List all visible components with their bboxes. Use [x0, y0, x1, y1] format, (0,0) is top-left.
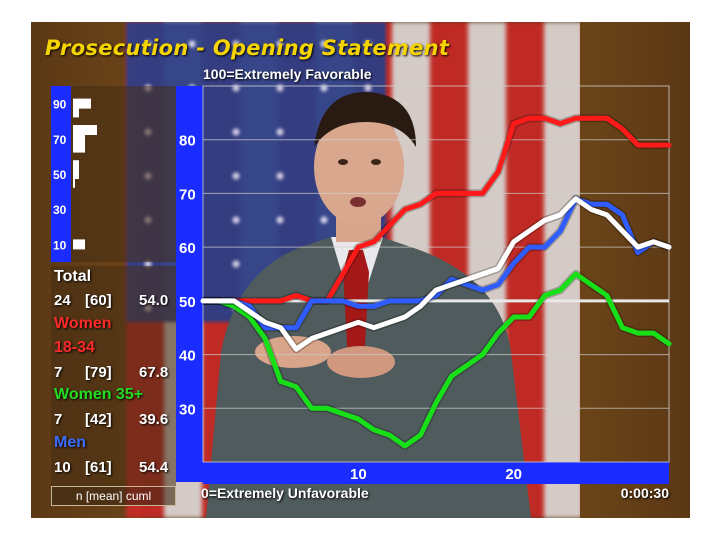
histogram-bar-85: [73, 107, 79, 118]
histogram-axis-band: [51, 86, 71, 262]
legend-women-young-label: Women: [54, 315, 112, 332]
men-n: 10: [54, 459, 71, 476]
chart-title: Prosecution - Opening Statement: [45, 36, 450, 60]
elapsed-timer: 0:00:30: [620, 485, 669, 501]
dial-test-frame: 30 40 50 60 70 80 10 20 90 70 50 30 10 Prosecution -…: [31, 22, 690, 518]
total-mean: [60]: [85, 292, 112, 309]
series-line-men: [200, 196, 672, 331]
histogram-bar-50: [73, 169, 79, 179]
histogram-bar-45: [73, 177, 75, 188]
total-n: 24: [54, 292, 71, 309]
legend-women-young-age: 18-34: [54, 339, 95, 356]
histogram-bar-75: [73, 125, 97, 135]
presenter-video-frame: [206, 92, 531, 518]
women-old-cuml: 39.6: [139, 411, 169, 428]
series-line-total: [200, 196, 672, 352]
x-axis-band: [203, 462, 669, 484]
scale-top-label: 100=Extremely Favorable: [203, 66, 372, 82]
histogram-bar-55: [73, 160, 79, 171]
legend-total-label: Total: [54, 268, 92, 285]
series-line-women-35-: [200, 271, 672, 449]
histogram-tick-10: 10: [53, 238, 67, 252]
y-tick-label-40: 40: [179, 348, 196, 365]
histogram-tick-30: 30: [53, 203, 67, 217]
x-tick-label-20: 20: [505, 466, 522, 483]
histogram-bar-10: [73, 239, 85, 250]
women-young-cuml: 67.8: [139, 364, 169, 381]
histogram-bar-90: [73, 98, 91, 109]
legend-footer: n [mean] cuml: [51, 486, 176, 506]
women-old-n: 7: [54, 411, 63, 428]
x-tick-label-10: 10: [350, 466, 367, 483]
histogram-tick-70: 70: [53, 133, 67, 147]
women-old-mean: [42]: [85, 411, 112, 428]
men-cuml: 54.4: [139, 459, 169, 476]
series-line-women-18-34: [200, 115, 672, 304]
y-axis-band: [176, 86, 203, 482]
y-tick-label-80: 80: [179, 133, 196, 150]
histogram-panel: [51, 86, 176, 262]
women-young-mean: [79]: [85, 364, 112, 381]
backdrop-right: [580, 22, 690, 518]
y-tick-label-30: 30: [179, 401, 196, 418]
series-shadow-men: [203, 194, 671, 332]
scale-bottom-label: 0=Extremely Unfavorable: [201, 485, 369, 501]
men-mean: [61]: [85, 459, 112, 476]
plot-frame: [202, 85, 670, 463]
women-young-n: 7: [54, 364, 63, 381]
legend-men-label: Men: [54, 434, 86, 451]
histogram-tick-50: 50: [53, 168, 67, 182]
y-tick-label-60: 60: [179, 240, 196, 257]
histogram-tick-90: 90: [53, 98, 67, 112]
total-cuml: 54.0: [139, 292, 169, 309]
histogram-bar-70: [73, 133, 85, 144]
response-chart: 30 40 50 60 70 80 10 20 90 70 50 30 10: [51, 85, 672, 484]
y-tick-label-70: 70: [179, 186, 196, 203]
histogram-bar-65: [73, 142, 85, 153]
y-tick-label-50: 50: [179, 294, 196, 311]
legend-women-old-label: Women 35+: [54, 386, 144, 403]
segment-legend: Total 24 [60] 54.0 Women 18-34 7 [79] 67…: [51, 266, 176, 486]
